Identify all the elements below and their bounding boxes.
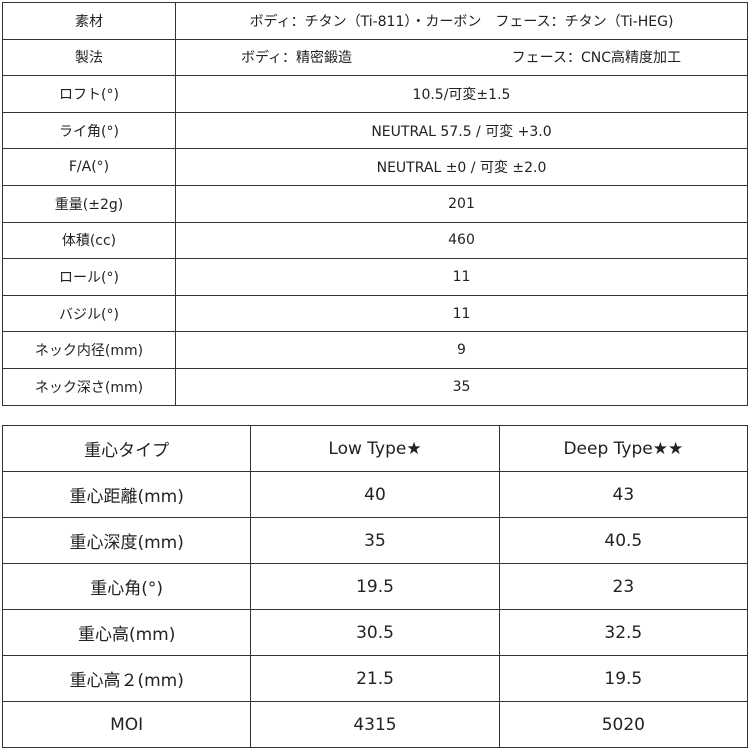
- row-label: MOI: [1, 701, 252, 748]
- value-cell: 19.5: [250, 563, 500, 610]
- row-label: 重量(±2g): [2, 184, 176, 223]
- table-row: 体積(cc) 460: [2, 221, 748, 260]
- value-cell: 30.5: [250, 609, 500, 656]
- row-value: NEUTRAL 57.5 / 可変 +3.0: [175, 111, 748, 150]
- table-row: 重心角(°) 19.5 23: [1, 563, 749, 610]
- table-row: ロール(°) 11: [2, 258, 748, 296]
- row-label: F/A(°): [2, 148, 176, 186]
- row-label: 素材: [2, 2, 176, 40]
- value-cell: 35: [250, 517, 500, 564]
- row-value: 201: [175, 184, 748, 223]
- table-row: MOI 4315 5020: [1, 701, 749, 748]
- row-value: 460: [175, 221, 748, 260]
- row-value: 10.5/可変±1.5: [175, 75, 748, 113]
- value-cell: 4315: [250, 701, 500, 748]
- center-of-gravity-table: 重心タイプ Low Type★ Deep Type★★ 重心距離(mm) 40 43…: [1, 425, 749, 748]
- table-row: ロフト(°) 10.5/可変±1.5: [2, 75, 748, 113]
- value-cell: 40.5: [498, 517, 749, 564]
- table-row: バジル(°) 11: [2, 294, 748, 333]
- table-row: ネック内径(mm) 9: [2, 331, 748, 369]
- spec-table: 素材 ボディ：チタン（Ti-811）・カーボン フェース：チタン（Ti-HEG)…: [2, 2, 748, 406]
- row-value: NEUTRAL ±0 / 可変 ±2.0: [175, 148, 748, 186]
- table-row: 重量(±2g) 201: [2, 184, 748, 223]
- face-method: フェース：CNC高精度加工: [511, 50, 681, 67]
- row-label: ロール(°): [2, 258, 176, 296]
- table-row: 重心深度(mm) 35 40.5: [1, 517, 749, 564]
- row-value: 9: [175, 331, 748, 369]
- row-value: 11: [175, 294, 748, 333]
- row-label: 重心深度(mm): [1, 517, 252, 564]
- row-label: 重心距離(mm): [1, 471, 252, 518]
- row-label: バジル(°): [2, 294, 176, 333]
- row-label: 体積(cc): [2, 221, 176, 260]
- header-cell: Deep Type★★: [498, 425, 749, 472]
- value-cell: 23: [498, 563, 749, 610]
- value-cell: 19.5: [498, 655, 749, 702]
- value-cell: 32.5: [498, 609, 749, 656]
- header-cell: 重心タイプ: [1, 425, 252, 472]
- row-label: ライ角(°): [2, 111, 176, 150]
- table-row: F/A(°) NEUTRAL ±0 / 可変 ±2.0: [2, 148, 748, 186]
- header-row: 重心タイプ Low Type★ Deep Type★★: [1, 425, 749, 472]
- row-label: ロフト(°): [2, 75, 176, 113]
- table-row: 製法 ボディ：精密鍛造 フェース：CNC高精度加工: [2, 38, 748, 77]
- row-label: 重心角(°): [1, 563, 252, 610]
- table-row: 重心高(mm) 30.5 32.5: [1, 609, 749, 656]
- header-cell: Low Type★: [250, 425, 500, 472]
- row-label: 重心高(mm): [1, 609, 252, 656]
- row-label: ネック深さ(mm): [2, 367, 176, 406]
- table-row: 素材 ボディ：チタン（Ti-811）・カーボン フェース：チタン（Ti-HEG): [2, 2, 748, 40]
- value-cell: 21.5: [250, 655, 500, 702]
- body-method: ボディ：精密鍛造: [241, 50, 353, 67]
- row-value: 35: [175, 367, 748, 406]
- table-row: ネック深さ(mm) 35: [2, 367, 748, 406]
- row-label: 製法: [2, 38, 176, 77]
- value-cell: 40: [250, 471, 500, 518]
- row-value: 11: [175, 258, 748, 296]
- table-row: ライ角(°) NEUTRAL 57.5 / 可変 +3.0: [2, 111, 748, 150]
- row-label: 重心高２(mm): [1, 655, 252, 702]
- row-value: ボディ：精密鍛造 フェース：CNC高精度加工: [175, 38, 748, 77]
- value-cell: 43: [498, 471, 749, 518]
- row-label: ネック内径(mm): [2, 331, 176, 369]
- value-cell: 5020: [498, 701, 749, 748]
- table-row: 重心距離(mm) 40 43: [1, 471, 749, 518]
- row-value: ボディ：チタン（Ti-811）・カーボン フェース：チタン（Ti-HEG): [175, 2, 748, 40]
- table-row: 重心高２(mm) 21.5 19.5: [1, 655, 749, 702]
